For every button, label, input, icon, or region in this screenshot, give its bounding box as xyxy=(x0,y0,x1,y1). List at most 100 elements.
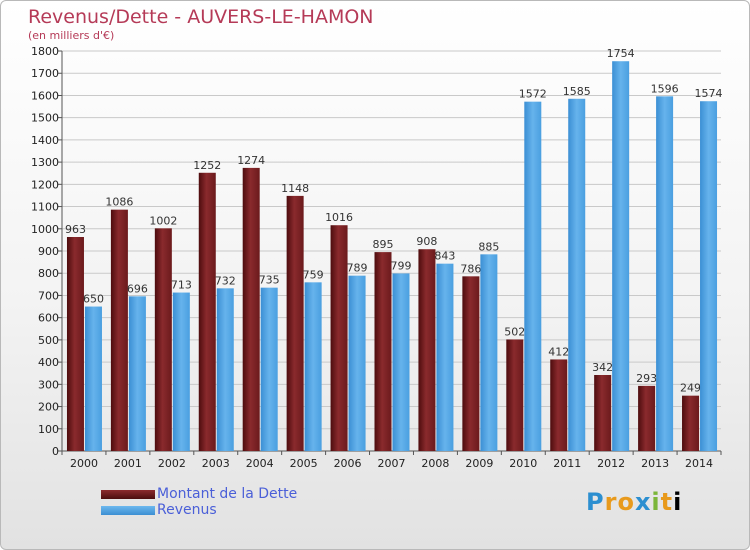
debt-value-label: 1274 xyxy=(237,154,265,167)
legend-label-revenue: Revenus xyxy=(157,502,217,518)
y-tick-label: 1800 xyxy=(31,45,59,58)
x-tick-label: 2006 xyxy=(334,457,362,470)
revenue-bar xyxy=(392,273,410,451)
revenue-bar xyxy=(216,288,234,451)
debt-bar xyxy=(330,225,348,451)
y-tick-label: 400 xyxy=(38,356,59,369)
debt-value-label: 1252 xyxy=(193,159,221,172)
revenue-value-label: 885 xyxy=(478,240,499,253)
revenue-bar xyxy=(304,282,322,451)
chart-title: Revenus/Dette - AUVERS-LE-HAMON xyxy=(28,6,374,28)
revenue-bar xyxy=(656,96,674,451)
revenue-value-label: 1574 xyxy=(695,87,723,100)
revenue-value-label: 1754 xyxy=(607,47,635,60)
debt-value-label: 1086 xyxy=(105,196,133,209)
debt-bar xyxy=(374,252,392,451)
revenue-bar xyxy=(568,98,586,452)
x-tick-label: 2003 xyxy=(202,457,230,470)
y-tick-label: 200 xyxy=(38,401,59,414)
y-tick-label: 1000 xyxy=(31,223,59,236)
debt-bar xyxy=(550,359,568,451)
y-tick-label: 600 xyxy=(38,312,59,325)
x-tick-label: 2013 xyxy=(641,457,669,470)
debt-bar xyxy=(462,276,480,451)
revenue-bar xyxy=(480,254,498,451)
proxiti-logo: Proxiti xyxy=(586,488,683,516)
revenue-value-label: 759 xyxy=(303,268,324,281)
debt-bar xyxy=(242,167,260,451)
y-tick-label: 1200 xyxy=(31,178,59,191)
debt-bar xyxy=(66,237,84,451)
x-tick-label: 2012 xyxy=(597,457,625,470)
revenue-value-label: 1572 xyxy=(519,88,547,101)
y-tick-label: 0 xyxy=(52,445,59,458)
x-tick-label: 2000 xyxy=(70,457,98,470)
debt-value-label: 1002 xyxy=(149,214,177,227)
y-tick-label: 1300 xyxy=(31,156,59,169)
revenue-value-label: 1596 xyxy=(651,82,679,95)
debt-value-label: 342 xyxy=(592,361,613,374)
debt-value-label: 1148 xyxy=(281,182,309,195)
legend-label-debt: Montant de la Dette xyxy=(157,486,298,502)
y-tick-label: 1500 xyxy=(31,112,59,125)
x-tick-label: 2005 xyxy=(290,457,318,470)
revenue-value-label: 735 xyxy=(259,274,280,287)
debt-value-label: 412 xyxy=(548,345,569,358)
y-tick-label: 100 xyxy=(38,423,59,436)
debt-bar xyxy=(682,395,700,451)
y-tick-label: 800 xyxy=(38,267,59,280)
revenue-value-label: 696 xyxy=(127,282,148,295)
x-tick-label: 2004 xyxy=(246,457,274,470)
revenue-bar xyxy=(172,292,190,451)
x-tick-label: 2008 xyxy=(421,457,449,470)
x-tick-label: 2014 xyxy=(685,457,713,470)
debt-bar xyxy=(638,385,656,451)
y-tick-label: 300 xyxy=(38,378,59,391)
revenue-value-label: 1585 xyxy=(563,85,591,98)
x-tick-label: 2009 xyxy=(465,457,493,470)
debt-value-label: 895 xyxy=(373,238,394,251)
y-tick-label: 1600 xyxy=(31,89,59,102)
y-tick-label: 1100 xyxy=(31,201,59,214)
debt-bar xyxy=(154,228,172,451)
revenue-value-label: 799 xyxy=(391,259,412,272)
revenue-bar xyxy=(436,263,454,451)
y-tick-label: 500 xyxy=(38,334,59,347)
legend-swatch-debt xyxy=(101,490,155,499)
y-tick-label: 1400 xyxy=(31,134,59,147)
debt-value-label: 249 xyxy=(680,382,701,395)
x-tick-label: 2010 xyxy=(509,457,537,470)
debt-value-label: 1016 xyxy=(325,211,353,224)
debt-value-label: 963 xyxy=(65,223,86,236)
revenue-value-label: 650 xyxy=(83,293,104,306)
y-tick-label: 1700 xyxy=(31,67,59,80)
revenue-bar xyxy=(612,61,630,451)
revenue-bar xyxy=(700,101,718,451)
revenue-bar xyxy=(524,101,542,452)
revenue-bar xyxy=(84,306,102,451)
debt-value-label: 293 xyxy=(636,372,657,385)
debt-bar xyxy=(286,195,304,451)
revenue-value-label: 843 xyxy=(434,250,455,263)
revenue-value-label: 732 xyxy=(215,274,236,287)
debt-bar xyxy=(198,172,216,451)
legend-swatch-revenue xyxy=(101,506,155,515)
x-tick-label: 2011 xyxy=(553,457,581,470)
revenue-bar xyxy=(260,287,278,451)
revenue-bar xyxy=(128,296,146,451)
debt-value-label: 502 xyxy=(504,325,525,338)
chart-subtitle: (en milliers d'€) xyxy=(28,29,115,42)
x-tick-label: 2002 xyxy=(158,457,186,470)
debt-value-label: 786 xyxy=(460,262,481,275)
revenue-value-label: 713 xyxy=(171,279,192,292)
revenue-bar xyxy=(348,275,366,451)
y-tick-label: 700 xyxy=(38,289,59,302)
x-tick-label: 2007 xyxy=(378,457,406,470)
y-tick-label: 900 xyxy=(38,245,59,258)
debt-value-label: 908 xyxy=(416,235,437,248)
debt-bar xyxy=(506,339,524,451)
x-tick-label: 2001 xyxy=(114,457,142,470)
debt-bar xyxy=(418,249,436,451)
